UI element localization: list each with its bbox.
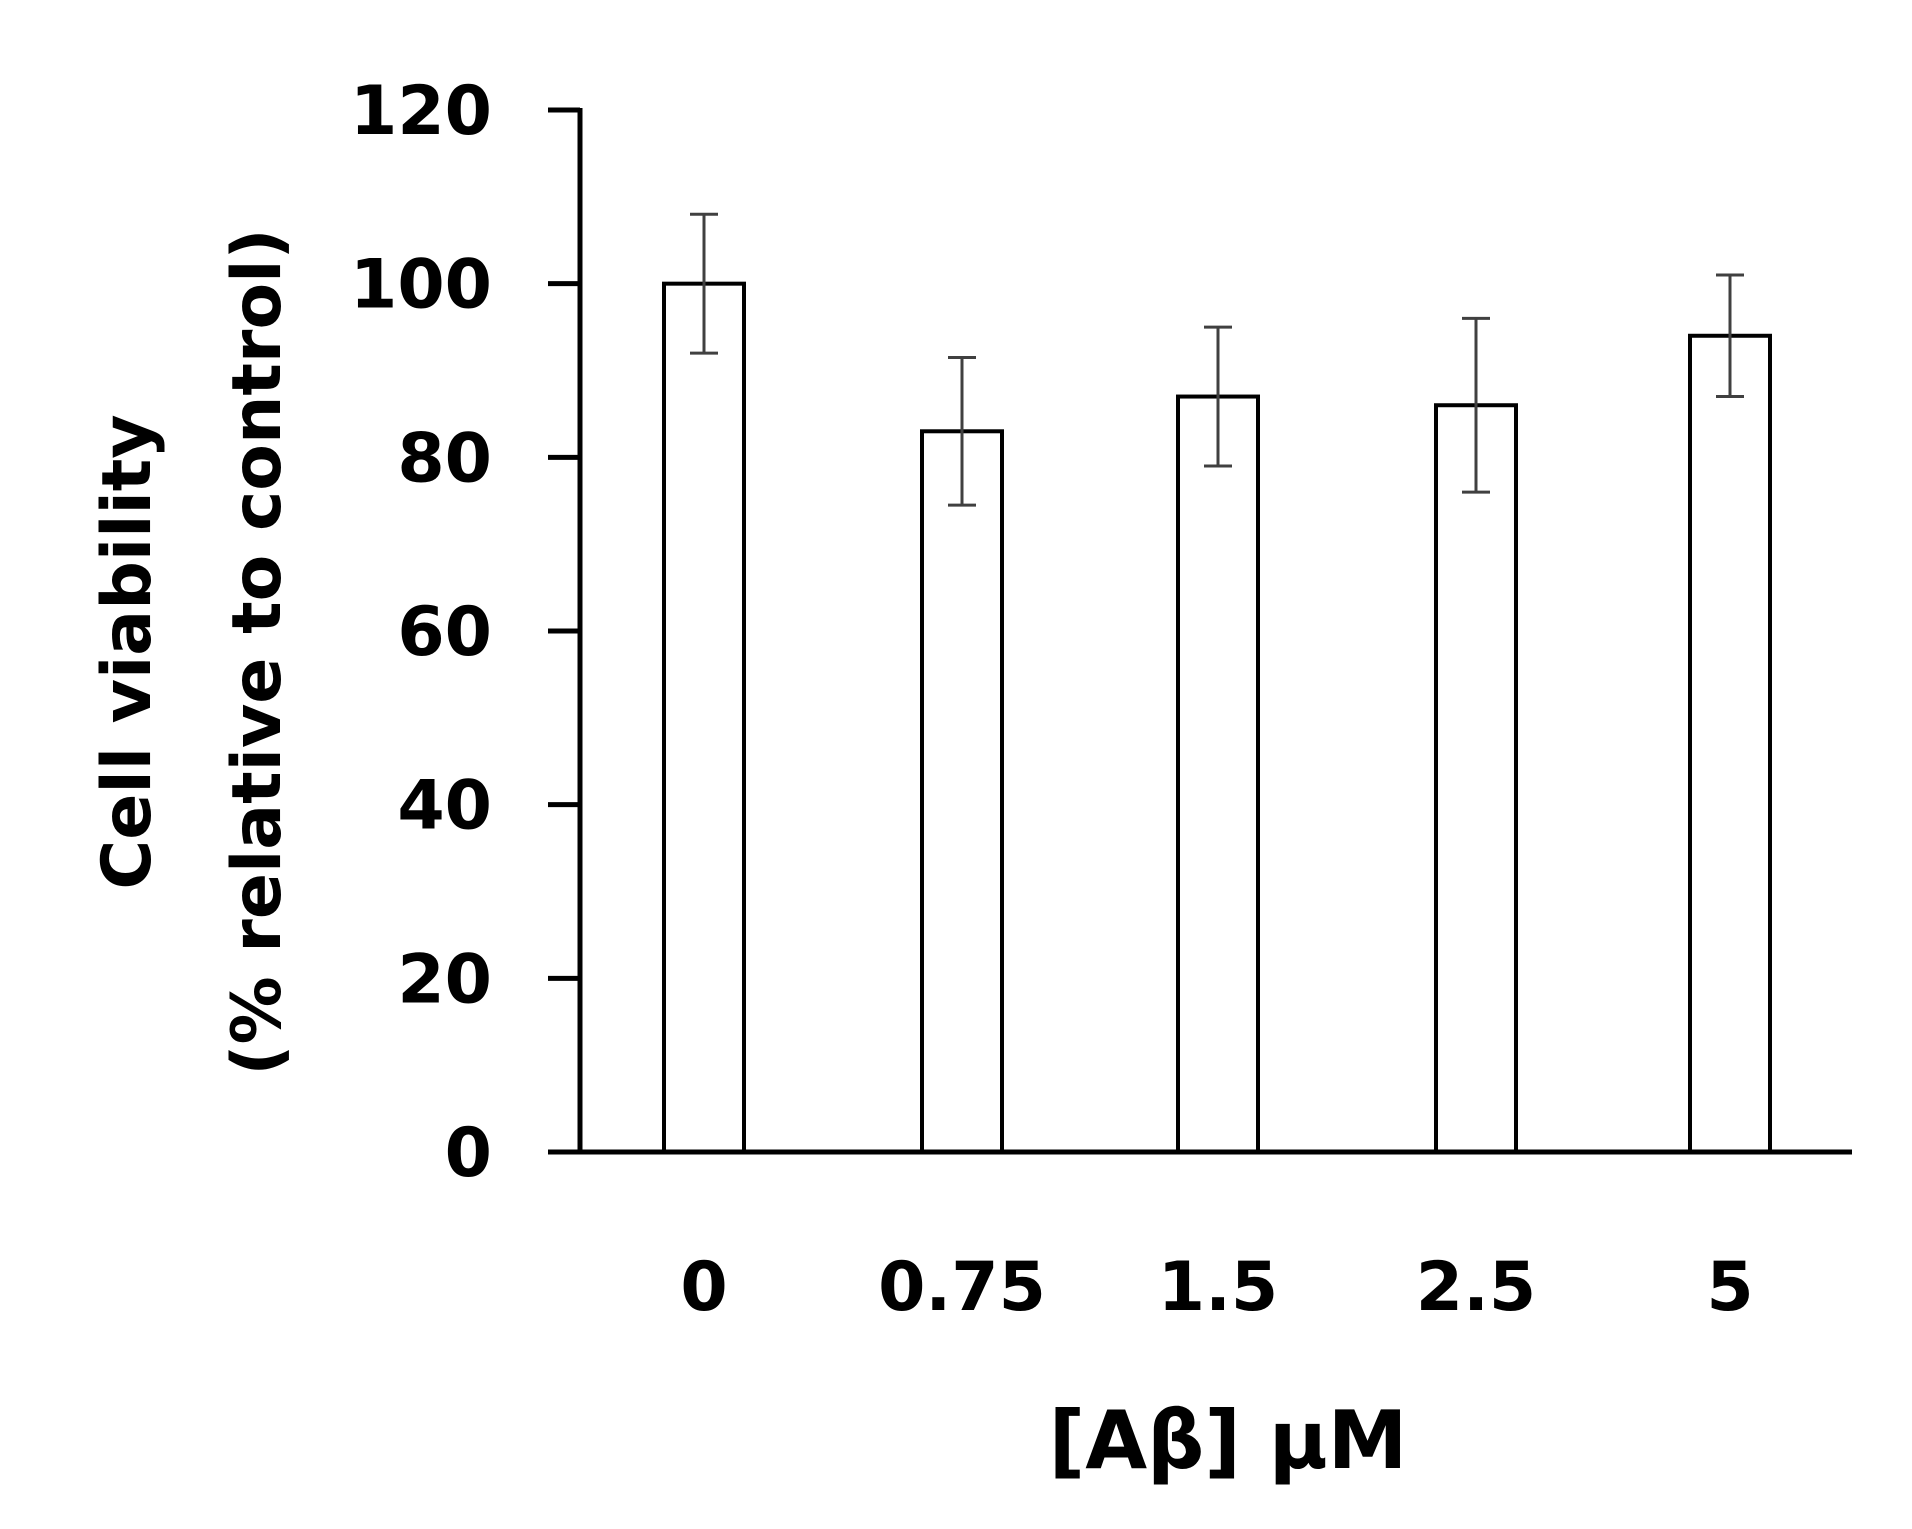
x-tick-label-1.5: 1.5: [1158, 1248, 1278, 1327]
y-axis-label-line1: Cell viability: [88, 414, 167, 889]
error-bar-0: [690, 212, 718, 355]
y-tick-label-60: 60: [397, 593, 492, 672]
bar-2.5: [1434, 403, 1518, 1154]
bar-0: [662, 281, 746, 1154]
bar-5: [1688, 333, 1772, 1154]
error-bar-1.5: [1204, 325, 1232, 468]
y-axis-label: Cell viability (% relative to control): [88, 228, 297, 1075]
bar-1.5: [1176, 394, 1260, 1154]
error-bar-5: [1716, 273, 1744, 399]
error-bar-2.5: [1462, 316, 1490, 494]
x-tick-label-0: 0: [680, 1248, 727, 1327]
x-tick-label-0.75: 0.75: [878, 1248, 1046, 1327]
x-axis-label: [Aβ] μM: [1049, 1394, 1408, 1487]
ticks-layer: 0 20 40 60 80 100 120 0 0.75 1.5 2.5 5: [350, 72, 1754, 1327]
bar-0.75: [920, 429, 1004, 1154]
y-tick-label-80: 80: [397, 419, 492, 498]
y-tick-label-20: 20: [397, 940, 492, 1019]
x-tick-label-2.5: 2.5: [1416, 1248, 1536, 1327]
y-tick-label-40: 40: [397, 767, 492, 846]
y-tick-label-100: 100: [350, 246, 492, 325]
y-tick-label-0: 0: [445, 1114, 492, 1193]
error-bar-0.75: [948, 355, 976, 507]
error-bars-layer: [690, 212, 1744, 507]
y-tick-label-120: 120: [350, 72, 492, 151]
x-tick-label-5: 5: [1706, 1248, 1753, 1327]
y-axis-label-line2: (% relative to control): [218, 228, 297, 1075]
